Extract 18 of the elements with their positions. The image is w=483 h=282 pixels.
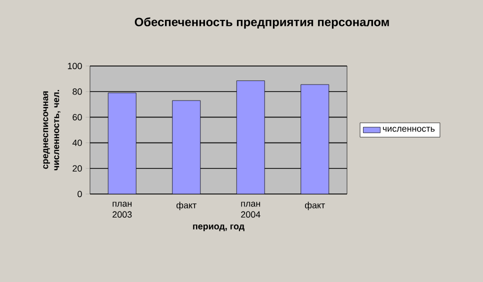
x-tick-label: план 2003 xyxy=(112,202,132,218)
x-tick-label: факт xyxy=(305,202,325,210)
y-tick-label: 60 xyxy=(72,114,82,120)
x-tick-label: план 2004 xyxy=(241,202,260,218)
chart-title: Обеспеченность предприятия персоналом xyxy=(134,17,389,29)
x-axis-title: период, год xyxy=(193,224,244,232)
legend-label: численность xyxy=(382,126,435,132)
y-tick-label: 40 xyxy=(72,140,82,146)
bar xyxy=(108,92,136,194)
x-tick-label: факт xyxy=(176,202,196,210)
y-tick-label: 0 xyxy=(78,190,82,198)
y-axis-title: среднесписочная численность, чел. xyxy=(43,90,60,170)
y-tick-label: 100 xyxy=(68,62,82,70)
bar xyxy=(300,84,330,194)
y-tick-label: 80 xyxy=(72,88,82,95)
y-tick-label: 20 xyxy=(72,165,82,172)
bar xyxy=(236,80,265,194)
bar xyxy=(172,100,201,194)
